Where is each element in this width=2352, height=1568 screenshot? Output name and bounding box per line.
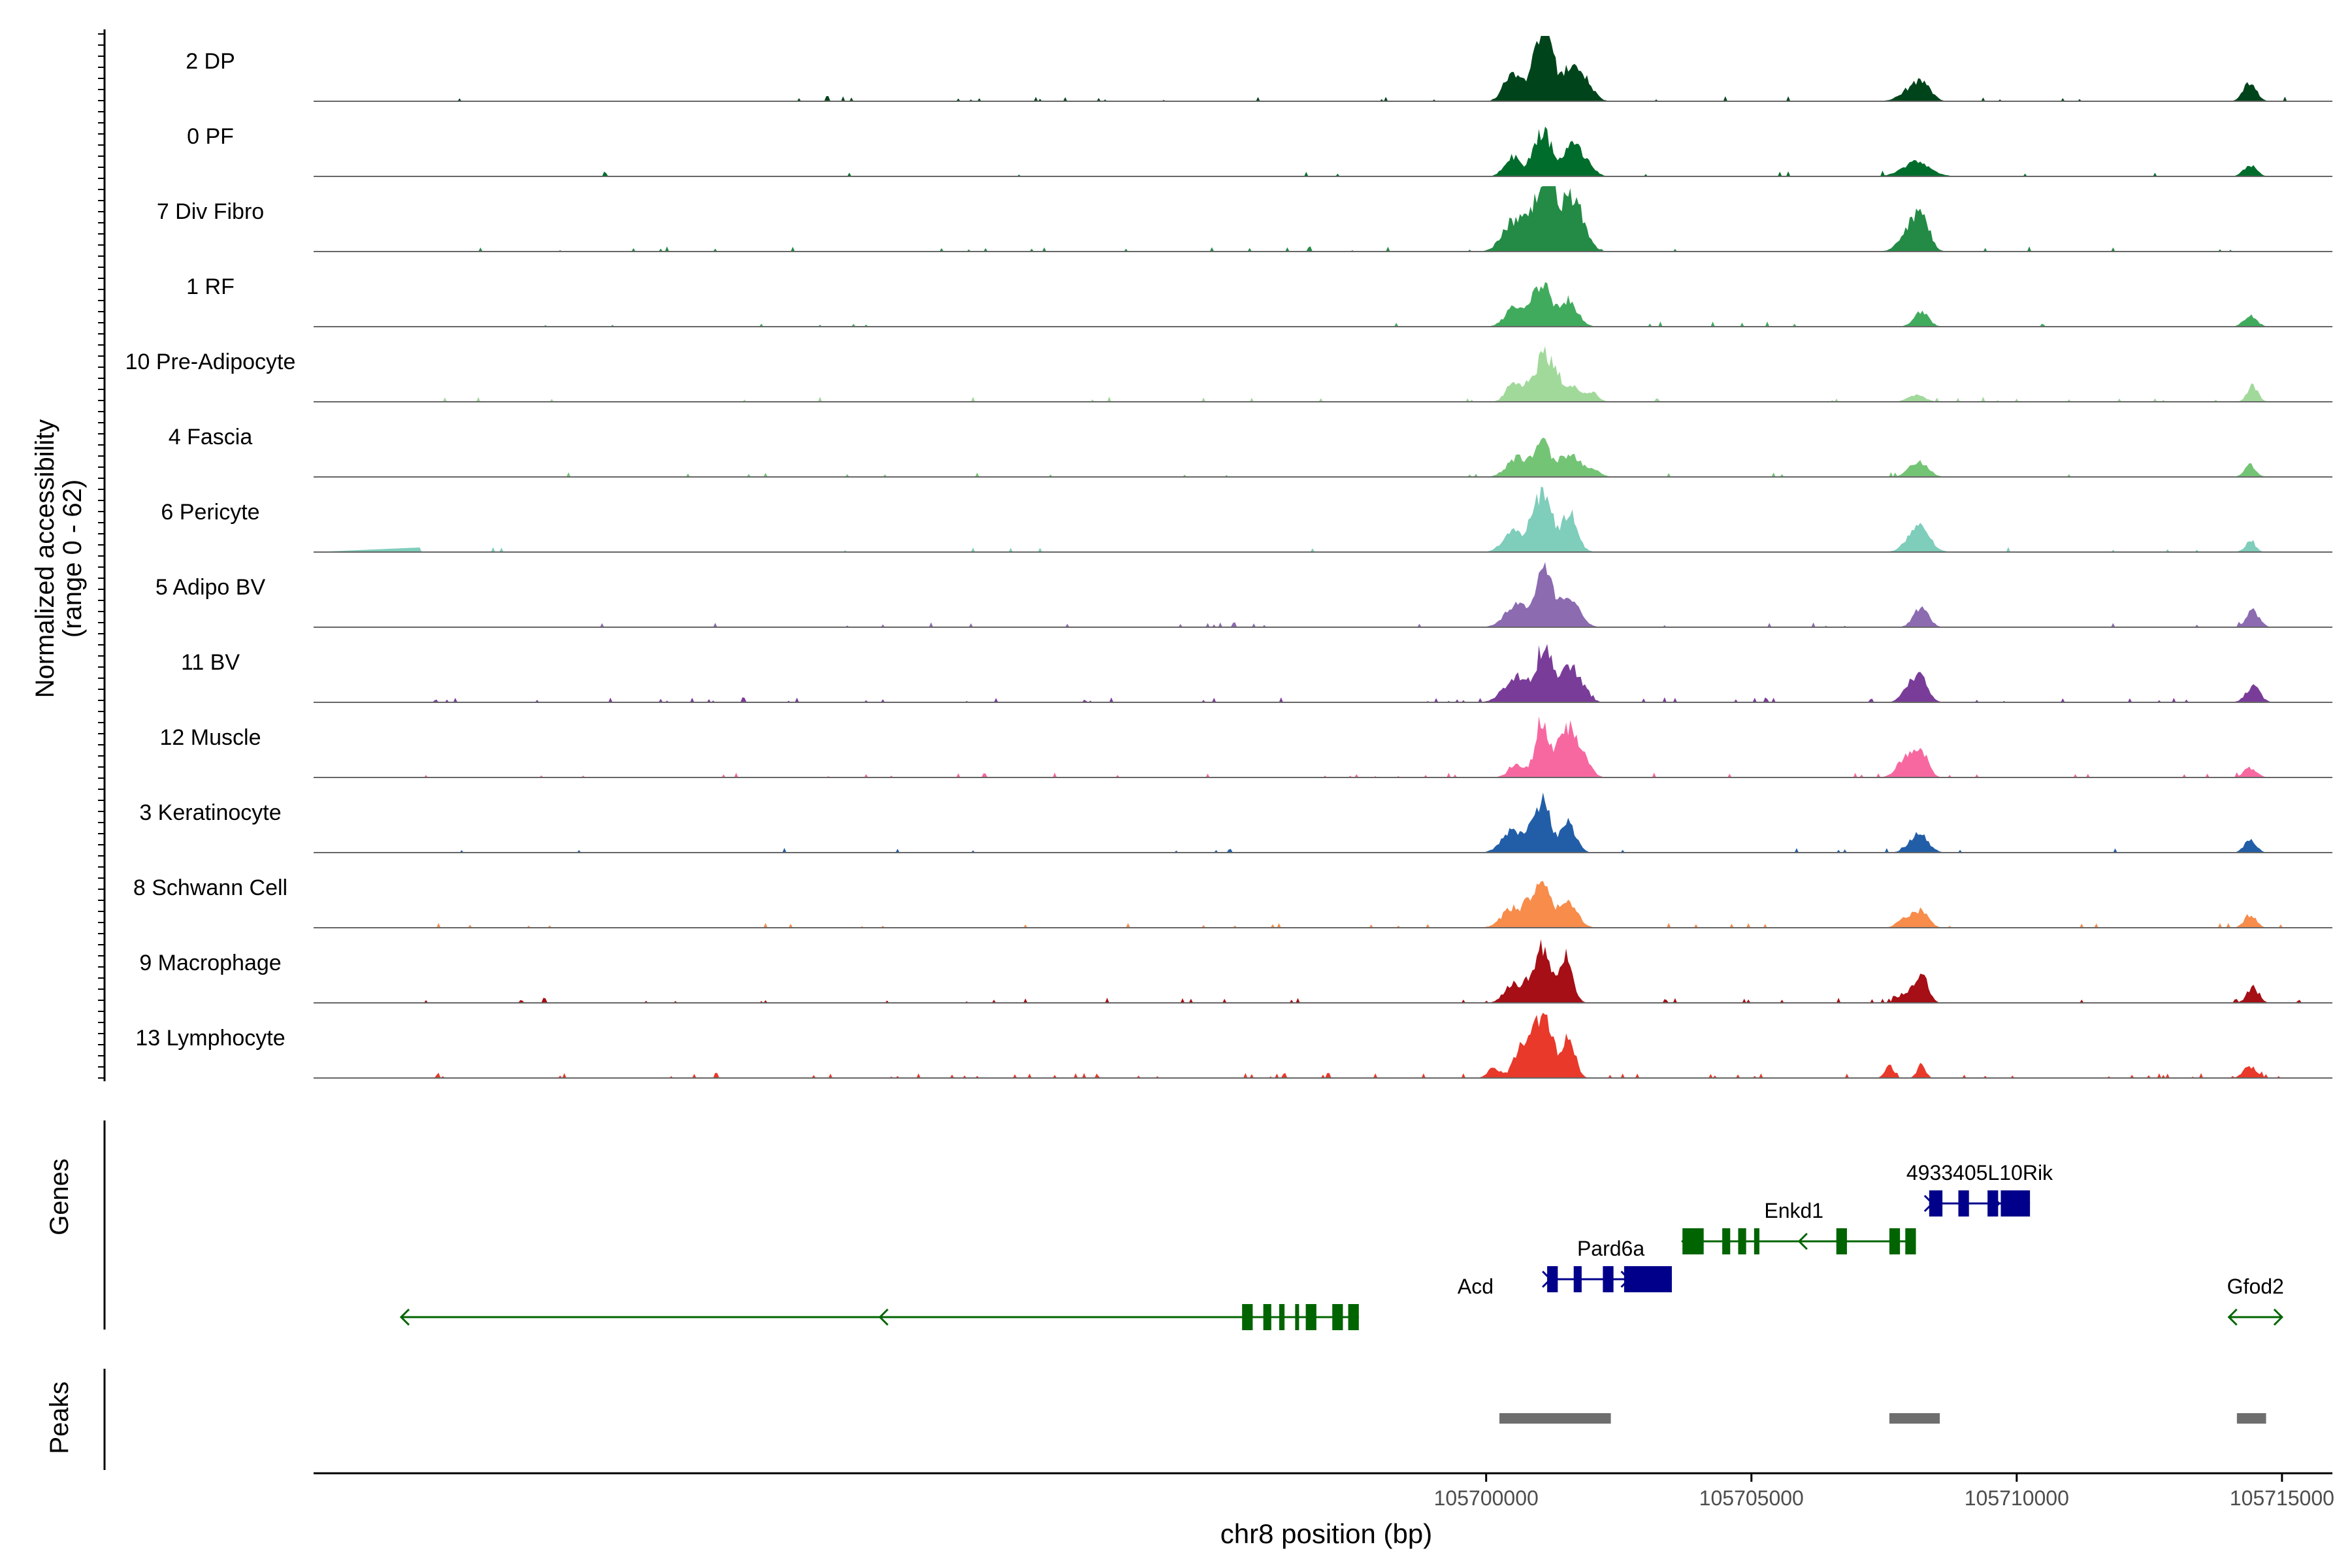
gene-exon-1-3	[1624, 1266, 1672, 1292]
coverage-area-0	[314, 36, 2306, 101]
y-axis-label-line2: (range 0 - 62)	[58, 480, 87, 638]
gene-exon-1-1	[1573, 1266, 1582, 1292]
track-label-7: 5 Adipo BV	[155, 575, 266, 600]
peak-region-0	[1499, 1413, 1611, 1424]
coverage-area-6	[314, 487, 2306, 552]
gene-exon-3-3	[2001, 1190, 2031, 1217]
gene-exon-2-4	[1836, 1228, 1847, 1254]
coverage-area-11	[314, 881, 2306, 928]
coverage-area-1	[314, 126, 2306, 176]
track-label-11: 8 Schwann Cell	[133, 875, 287, 900]
coverage-area-8	[314, 644, 2306, 702]
gene-exon-2-2	[1738, 1228, 1746, 1254]
track-label-12: 9 Macrophage	[139, 951, 281, 975]
gene-exon-0-3	[1295, 1304, 1299, 1330]
coverage-area-3	[314, 282, 2306, 327]
coverage-area-7	[314, 562, 2306, 627]
track-label-13: 13 Lymphocyte	[135, 1026, 285, 1051]
coverage-area-4	[314, 346, 2306, 402]
gene-arrow-4-0	[2227, 1308, 2238, 1326]
coverage-area-2	[314, 186, 2306, 252]
gene-exon-1-0	[1547, 1266, 1558, 1292]
y-axis-label-line1: Normalized accessibility	[31, 419, 59, 698]
track-label-3: 1 RF	[186, 274, 235, 299]
gene-exon-2-6	[1905, 1228, 1916, 1254]
track-label-0: 2 DP	[186, 49, 235, 74]
gene-label-1: Pard6a	[1577, 1237, 1644, 1260]
coverage-area-12	[314, 939, 2306, 1003]
tracks-panel: 2 DP 0 PF 7 Div Fibro 1 RF 10 Pre-Adipocyte 4…	[125, 36, 2332, 1079]
peaks-panel	[1499, 1413, 2266, 1424]
peaks-panel-label: Peaks	[45, 1381, 74, 1454]
gene-exon-3-0	[1929, 1190, 1943, 1217]
peak-region-2	[2236, 1413, 2266, 1424]
axes: 105700000 105705000 105710000 105715000	[98, 29, 2334, 1510]
gene-label-2: Enkd1	[1764, 1199, 1823, 1222]
track-label-8: 11 BV	[181, 650, 240, 675]
x-axis-label: chr8 position (bp)	[1220, 1518, 1433, 1549]
track-label-9: 12 Muscle	[160, 725, 261, 750]
gene-exon-2-5	[1889, 1228, 1901, 1254]
gene-arrow-2-1	[1797, 1232, 1808, 1250]
coverage-area-9	[314, 716, 2306, 777]
gene-exon-2-3	[1754, 1228, 1759, 1254]
gene-arrow-0-0	[399, 1308, 410, 1326]
x-tick-label-3: 105715000	[2230, 1486, 2334, 1510]
gene-exon-2-1	[1722, 1228, 1731, 1254]
gene-arrow-0-1	[878, 1308, 889, 1326]
track-label-2: 7 Div Fibro	[157, 199, 264, 224]
peak-region-1	[1889, 1413, 1940, 1424]
gene-exon-3-2	[1987, 1190, 1999, 1217]
track-label-6: 6 Pericyte	[161, 500, 259, 525]
track-label-1: 0 PF	[187, 124, 234, 149]
gene-exon-0-6	[1348, 1304, 1359, 1330]
track-label-5: 4 Fascia	[169, 425, 253, 449]
coverage-area-10	[314, 792, 2306, 853]
x-tick-label-2: 105710000	[1965, 1486, 2069, 1510]
gene-exon-0-0	[1242, 1304, 1253, 1330]
x-tick-label-1: 105705000	[1699, 1486, 1804, 1510]
track-label-4: 10 Pre-Adipocyte	[125, 350, 296, 374]
gene-label-0: Acd	[1458, 1275, 1494, 1298]
gene-label-4: Gfod2	[2227, 1275, 2284, 1298]
gene-label-3: 4933405L10Rik	[1906, 1161, 2053, 1184]
gene-arrow-4-1	[2273, 1308, 2283, 1326]
coverage-area-13	[314, 1013, 2306, 1078]
gene-exon-0-4	[1305, 1304, 1316, 1330]
track-label-10: 3 Keratinocyte	[139, 800, 281, 825]
gene-exon-0-1	[1263, 1304, 1271, 1330]
gene-exon-3-1	[1958, 1190, 1969, 1217]
gene-exon-2-0	[1682, 1228, 1704, 1254]
coverage-area-5	[314, 437, 2306, 477]
gene-exon-0-5	[1332, 1304, 1343, 1330]
gene-exon-0-2	[1279, 1304, 1285, 1330]
gene-exon-1-2	[1603, 1266, 1614, 1292]
genes-panel: Acd Pard6a Enkd1 4933405L10Rik Gfod2	[399, 1161, 2284, 1330]
genes-panel-label: Genes	[45, 1158, 74, 1235]
x-tick-label-0: 105700000	[1434, 1486, 1539, 1510]
